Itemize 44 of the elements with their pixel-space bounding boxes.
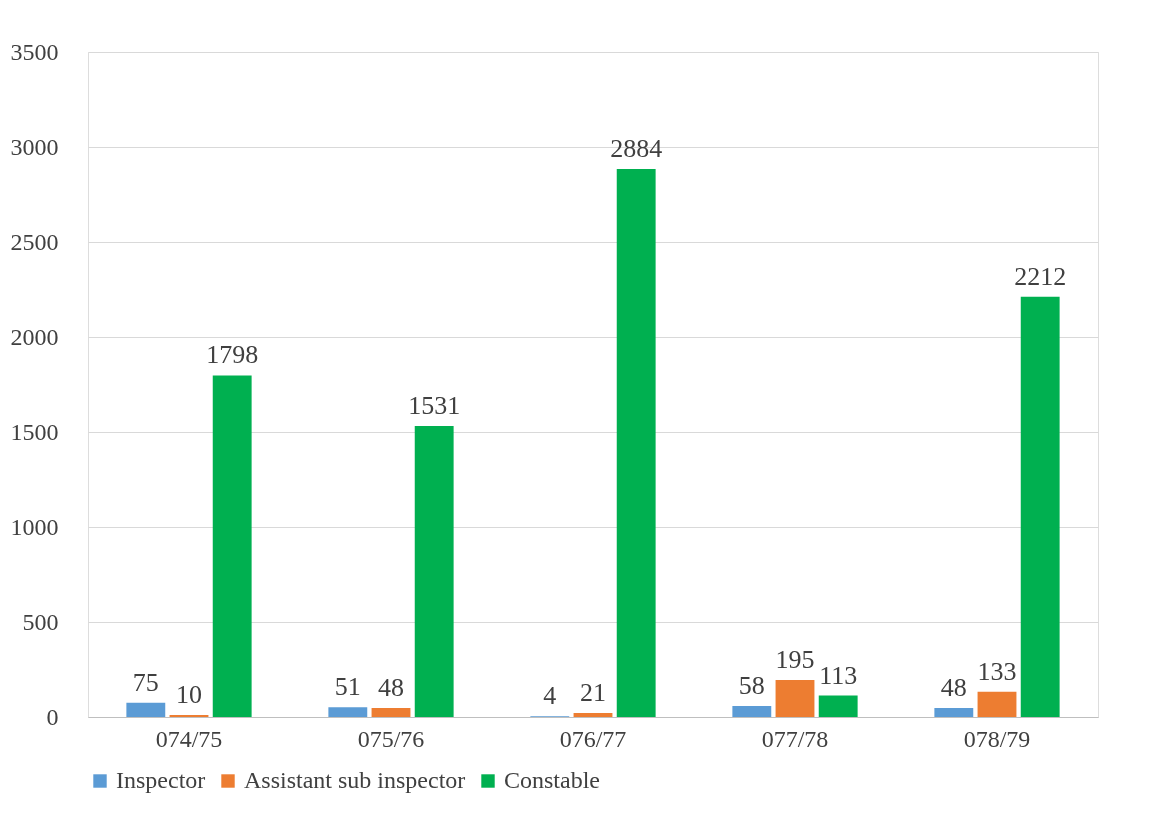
y-tick-label: 2000 <box>10 323 59 350</box>
x-tick-label: 077/78 <box>761 725 829 752</box>
data-label: 4 <box>543 681 557 711</box>
bar <box>371 707 411 717</box>
y-tick-label: 0 <box>46 703 59 730</box>
data-label: 21 <box>580 678 606 708</box>
y-tick-label: 500 <box>22 608 59 635</box>
legend-label: Inspector <box>116 767 206 793</box>
x-tick-label: 074/75 <box>155 725 223 752</box>
x-tick-label: 076/77 <box>559 725 627 752</box>
legend-label: Assistant sub inspector <box>244 767 466 793</box>
legend-label: Constable <box>504 767 600 793</box>
data-label: 133 <box>977 656 1017 686</box>
bar <box>126 702 166 717</box>
bar <box>328 707 368 717</box>
data-label: 195 <box>775 644 815 674</box>
data-label: 51 <box>334 672 361 702</box>
data-label: 10 <box>176 680 202 710</box>
y-tick-label: 3000 <box>10 133 59 160</box>
data-label: 48 <box>378 672 404 702</box>
data-label: 113 <box>819 660 858 690</box>
data-label: 2884 <box>610 134 663 164</box>
y-tick-label: 3500 <box>10 38 59 65</box>
data-label: 58 <box>738 670 765 700</box>
data-label: 48 <box>940 672 967 702</box>
y-tick-label: 1000 <box>10 513 59 540</box>
bar <box>775 679 815 717</box>
bar <box>1020 296 1060 717</box>
x-tick-label: 078/79 <box>963 725 1031 752</box>
bar <box>616 169 656 717</box>
bar <box>818 695 858 717</box>
bar <box>573 713 613 717</box>
y-tick-label: 2500 <box>10 228 59 255</box>
bar <box>212 375 252 717</box>
x-tick-label: 075/76 <box>357 725 425 752</box>
y-tick-label: 1500 <box>10 418 59 445</box>
bar <box>977 691 1017 717</box>
data-label: 1798 <box>206 340 259 370</box>
bar <box>732 705 772 717</box>
data-label: 1531 <box>408 391 461 421</box>
bar <box>934 707 974 717</box>
data-label: 75 <box>132 667 159 697</box>
data-label: 2212 <box>1014 261 1067 291</box>
bar <box>414 426 454 717</box>
